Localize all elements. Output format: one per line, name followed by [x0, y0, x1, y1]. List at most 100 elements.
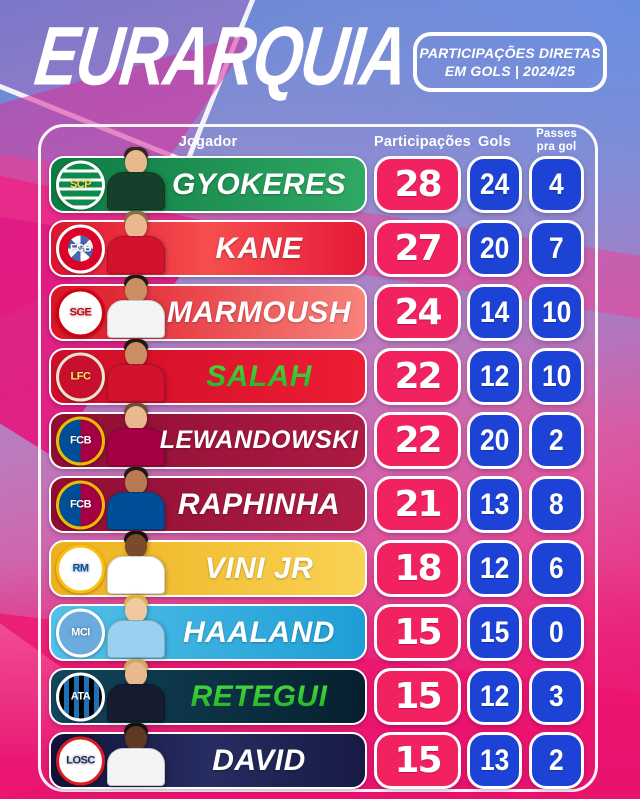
participations-badge: 21: [374, 476, 461, 533]
player-name: DAVID: [212, 743, 306, 777]
player-name-pill: LOSC DAVID: [49, 723, 367, 789]
player-name: RETEGUI: [51, 670, 365, 723]
goals-value: 24: [479, 167, 510, 201]
assists-badge: 7: [529, 220, 584, 277]
participations-badge: 28: [374, 156, 461, 213]
column-header-assists-line1: Passes: [536, 128, 577, 140]
goals-badge: 24: [467, 156, 522, 213]
assists-badge: 2: [529, 732, 584, 789]
assists-badge: 10: [529, 348, 584, 405]
player-name: MARMOUSH: [167, 295, 351, 329]
player-name-pill: FCB RAPHINHA: [49, 467, 367, 533]
participations-badge: 15: [374, 668, 461, 725]
player-row: LOSC DAVID 15 13 2: [44, 723, 595, 789]
goals-value: 14: [479, 295, 510, 329]
player-name-pill: MCI HAALAND: [49, 595, 367, 661]
participations-badge: 18: [374, 540, 461, 597]
player-row: ATARETEGUI 15 12 3: [44, 659, 595, 725]
player-name: VINI JR: [204, 551, 314, 585]
participations-value: 21: [394, 484, 442, 525]
assists-value: 10: [541, 295, 572, 329]
player-name: KANE: [215, 231, 303, 265]
player-name-pill: FCB KANE: [49, 211, 367, 277]
assists-value: 3: [549, 679, 564, 713]
goals-badge: 20: [467, 412, 522, 469]
goals-value: 12: [479, 551, 510, 585]
participations-value: 22: [394, 356, 442, 397]
participations-value: 15: [394, 612, 442, 653]
assists-value: 2: [549, 743, 564, 777]
ranking-rows: SCP GYOKERES 28 24 4 FCB KANE 27 20 7 SGE MARMOUSH 2…: [44, 147, 595, 789]
assists-value: 10: [541, 359, 572, 393]
assists-badge: 8: [529, 476, 584, 533]
column-header-player: Jogador: [178, 134, 238, 150]
participations-badge: 27: [374, 220, 461, 277]
goals-value: 12: [479, 679, 510, 713]
subtitle-line1: PARTICIPAÇÕES DIRETAS: [419, 44, 601, 61]
participations-value: 18: [394, 548, 442, 589]
assists-value: 4: [549, 167, 564, 201]
participations-badge: 15: [374, 732, 461, 789]
player-name-pill: RM VINI JR: [49, 531, 367, 597]
goals-badge: 12: [467, 540, 522, 597]
assists-value: 2: [549, 423, 564, 457]
page-title: EURARQUIA: [30, 9, 412, 103]
participations-value: 27: [394, 228, 442, 269]
subtitle-badge: PARTICIPAÇÕES DIRETAS EM GOLS | 2024/25: [413, 32, 607, 92]
assists-badge: 4: [529, 156, 584, 213]
assists-value: 0: [549, 615, 564, 649]
goals-value: 13: [479, 487, 510, 521]
goals-badge: 12: [467, 348, 522, 405]
player-row: LFCSALAH 22 12 10: [44, 339, 595, 405]
column-header-assists: Passes pra gol: [527, 128, 586, 153]
player-name-pill: ATARETEGUI: [49, 659, 367, 725]
player-row: RM VINI JR 18 12 6: [44, 531, 595, 597]
player-name: GYOKERES: [171, 167, 347, 201]
player-row: FCB KANE 27 20 7: [44, 211, 595, 277]
player-name: HAALAND: [183, 615, 335, 649]
player-row: MCI HAALAND 15 15 0: [44, 595, 595, 661]
participations-badge: 24: [374, 284, 461, 341]
subtitle-line2: EM GOLS | 2024/25: [444, 63, 576, 79]
assists-badge: 0: [529, 604, 584, 661]
assists-value: 7: [549, 231, 564, 265]
goals-badge: 13: [467, 732, 522, 789]
player-row: SCP GYOKERES 28 24 4: [44, 147, 595, 213]
goals-badge: 13: [467, 476, 522, 533]
player-name-pill: SGE MARMOUSH: [49, 275, 367, 341]
player-name: SALAH: [51, 350, 365, 403]
participations-value: 22: [394, 420, 442, 461]
player-name-pill: SCP GYOKERES: [49, 147, 367, 213]
participations-badge: 22: [374, 348, 461, 405]
assists-badge: 2: [529, 412, 584, 469]
goals-value: 20: [479, 423, 510, 457]
player-row: FCB RAPHINHA 21 13 8: [44, 467, 595, 533]
assists-badge: 10: [529, 284, 584, 341]
player-name: LEWANDOWSKI: [159, 426, 359, 454]
player-name: RAPHINHA: [177, 487, 341, 521]
participations-badge: 22: [374, 412, 461, 469]
player-name-pill: LFCSALAH: [49, 339, 367, 405]
goals-value: 15: [479, 615, 510, 649]
participations-badge: 15: [374, 604, 461, 661]
goals-value: 13: [479, 743, 510, 777]
goals-value: 20: [479, 231, 510, 265]
column-header-participations: Participações: [374, 134, 471, 150]
participations-value: 15: [394, 740, 442, 781]
player-row: FCB LEWANDOWSKI 22 20 2: [44, 403, 595, 469]
player-name-pill: FCB LEWANDOWSKI: [49, 403, 367, 469]
assists-value: 6: [549, 551, 564, 585]
player-row: SGE MARMOUSH 24 14 10: [44, 275, 595, 341]
goals-badge: 12: [467, 668, 522, 725]
participations-value: 15: [394, 676, 442, 717]
column-header-goals: Gols: [477, 134, 512, 150]
ranking-table: Jogador Participações Gols Passes pra go…: [38, 124, 598, 792]
goals-badge: 15: [467, 604, 522, 661]
assists-value: 8: [549, 487, 564, 521]
column-header-assists-line2: pra gol: [536, 140, 577, 153]
participations-value: 28: [394, 164, 442, 205]
goals-value: 12: [479, 359, 510, 393]
goals-badge: 14: [467, 284, 522, 341]
assists-badge: 3: [529, 668, 584, 725]
